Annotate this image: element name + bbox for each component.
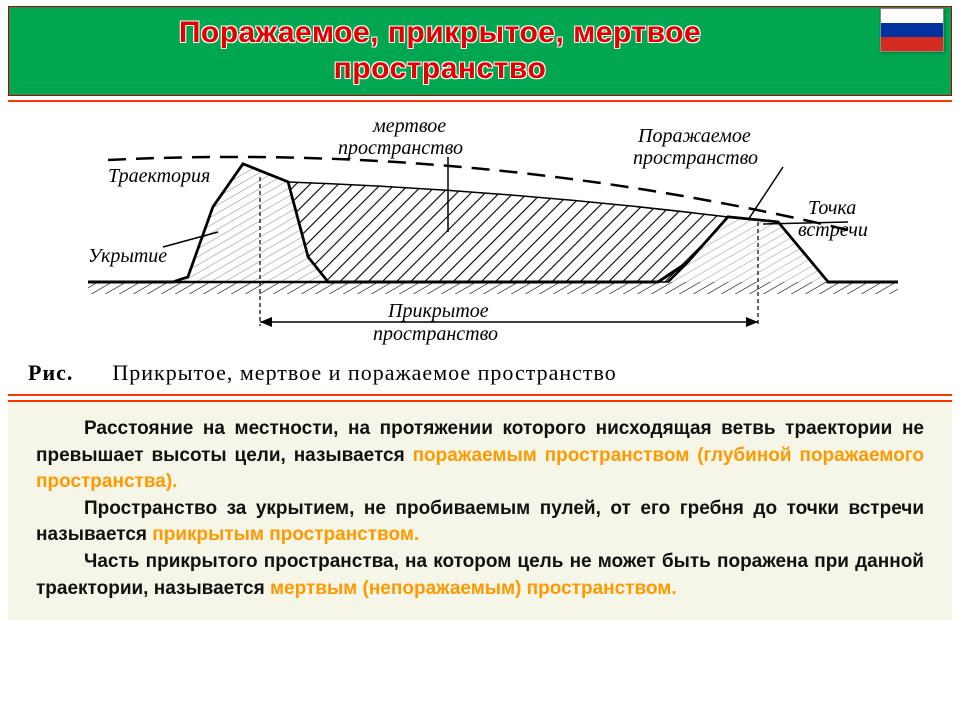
diagram-caption: Рис. Прикрытое, мертвое и поражаемое про… (28, 360, 932, 386)
caption-text: Прикрытое, мертвое и поражаемое простран… (112, 360, 616, 385)
diagram-section: Траектория Укрытие мертвое пространство … (8, 100, 952, 396)
ground-hatch (88, 282, 898, 294)
label-dead-2: пространство (338, 137, 463, 159)
title-line-1: Поражаемое, прикрытое, мертвое (179, 16, 701, 49)
dead-space-area (288, 182, 728, 282)
label-meeting-1: Точка (808, 197, 856, 219)
para-2: Пространство за укрытием, не пробиваемым… (36, 496, 924, 549)
flag-stripe-white (881, 9, 943, 23)
para-2-hl: прикрытым пространством. (152, 524, 419, 545)
label-cover: Укрытие (88, 245, 167, 267)
label-affected-2: пространство (633, 147, 758, 169)
flag-stripe-blue (881, 23, 943, 37)
para-1: Расстояние на местности, на протяжении к… (36, 416, 924, 496)
trajectory-diagram: Траектория Укрытие мертвое пространство … (28, 112, 932, 352)
label-meeting-2: встречи (798, 219, 868, 241)
arrowhead-l (260, 317, 272, 327)
diagram-svg: Траектория Укрытие мертвое пространство … (28, 112, 928, 352)
label-dead-1: мертвое (372, 115, 446, 137)
caption-prefix: Рис. (28, 360, 73, 385)
label-affected-1: Поражаемое (637, 125, 751, 147)
arrowhead-r (746, 317, 758, 327)
label-trajectory: Траектория (108, 165, 210, 187)
flag-stripe-red (881, 37, 943, 51)
russian-flag-icon (880, 8, 944, 52)
title-line-2: пространство (334, 52, 547, 85)
definitions-box: Расстояние на местности, на протяжении к… (8, 400, 952, 620)
label-covered-2: пространство (373, 323, 498, 345)
para-3: Часть прикрытого пространства, на которо… (36, 549, 924, 602)
header-container: Поражаемое, прикрытое, мертвое пространс… (0, 0, 960, 96)
header-banner: Поражаемое, прикрытое, мертвое пространс… (8, 6, 952, 96)
para-3-hl: мертвым (непоражаемым) пространством. (270, 578, 677, 599)
label-covered-1: Прикрытое (387, 300, 489, 322)
page-title: Поражаемое, прикрытое, мертвое пространс… (29, 15, 851, 87)
